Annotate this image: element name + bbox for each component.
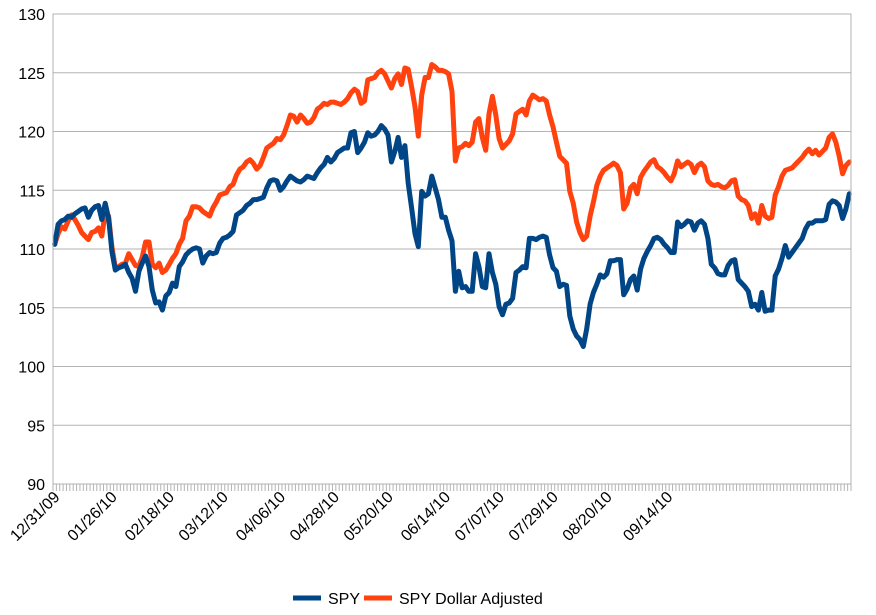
y-tick-label: 100 bbox=[18, 360, 45, 377]
y-tick-label: 115 bbox=[19, 183, 45, 200]
y-tick-label: 95 bbox=[27, 418, 45, 435]
y-tick-label: 120 bbox=[18, 125, 45, 142]
x-tick-label: 12/31/09 bbox=[7, 489, 63, 545]
x-tick-label: 04/06/10 bbox=[233, 489, 289, 545]
x-tick-label: 01/26/10 bbox=[65, 489, 121, 545]
legend-label: SPY bbox=[328, 591, 360, 608]
x-tick-label: 08/20/10 bbox=[560, 489, 616, 545]
y-tick-label: 105 bbox=[18, 301, 45, 318]
y-axis: 90 95 100 105 110 115 120 125 130 bbox=[18, 7, 45, 494]
y-tick-label: 125 bbox=[18, 66, 45, 83]
x-tick-label: 05/20/10 bbox=[341, 489, 397, 545]
y-tick-label: 90 bbox=[27, 477, 45, 494]
x-tick-label: 04/28/10 bbox=[287, 489, 343, 545]
legend-label: SPY Dollar Adjusted bbox=[399, 591, 543, 608]
legend-item-spy-dollar-adjusted[interactable]: SPY Dollar Adjusted bbox=[364, 591, 543, 608]
y-tick-label: 110 bbox=[19, 242, 45, 259]
legend[interactable]: SPY SPY Dollar Adjusted bbox=[293, 591, 543, 608]
x-tick-label: 02/18/10 bbox=[122, 489, 178, 545]
x-tick-label: 07/29/10 bbox=[506, 489, 562, 545]
x-tick-label: 03/12/10 bbox=[176, 489, 232, 545]
x-tick-label: 07/07/10 bbox=[452, 489, 508, 545]
y-tick-label: 130 bbox=[18, 7, 45, 24]
chart: 90 95 100 105 110 115 120 125 130 12/31/09 01/26/… bbox=[0, 0, 876, 615]
x-tick-label: 09/14/10 bbox=[620, 489, 676, 545]
legend-item-spy[interactable]: SPY bbox=[293, 591, 360, 608]
x-tick-label: 06/14/10 bbox=[398, 489, 454, 545]
